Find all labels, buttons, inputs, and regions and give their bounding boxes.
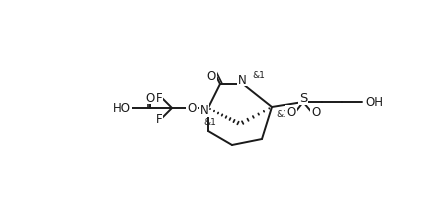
Text: &1: &1 — [276, 110, 289, 119]
Text: O: O — [311, 106, 321, 119]
Text: HO: HO — [113, 102, 131, 115]
Text: N: N — [200, 104, 208, 117]
Text: S: S — [299, 91, 307, 104]
Text: O: O — [145, 91, 155, 104]
Text: &1: &1 — [204, 118, 216, 127]
Text: OH: OH — [365, 96, 383, 109]
Text: O: O — [286, 106, 296, 119]
Text: &1: &1 — [252, 71, 265, 80]
Text: O: O — [206, 70, 216, 83]
Text: O: O — [187, 102, 197, 115]
Text: F: F — [155, 113, 162, 126]
Text: N: N — [238, 73, 246, 86]
Text: F: F — [155, 91, 162, 104]
